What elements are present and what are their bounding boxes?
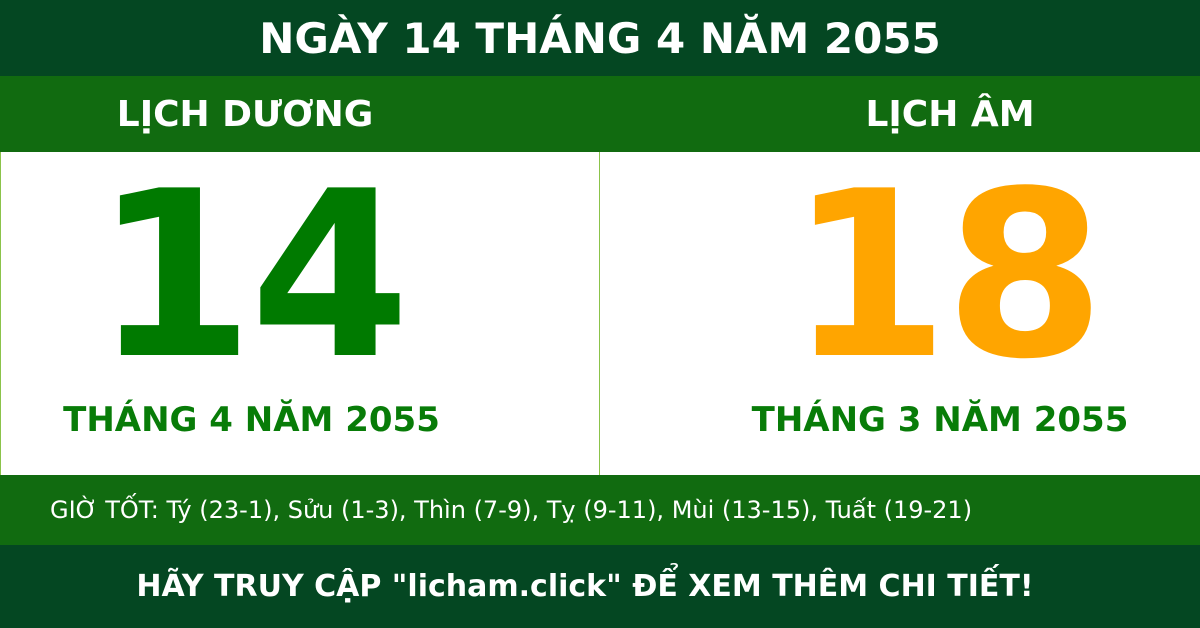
lunar-month-year: THÁNG 3 NĂM 2055 [751, 400, 1129, 440]
calendar-headers: LỊCH DƯƠNG LỊCH ÂM [0, 76, 1200, 152]
calendar-body: 14 THÁNG 4 NĂM 2055 18 THÁNG 3 NĂM 2055 [0, 152, 1200, 475]
solar-day: 14 [93, 143, 410, 410]
lunar-calendar-label: LỊCH ÂM [865, 93, 1035, 135]
lunar-day: 18 [788, 143, 1105, 410]
solar-column: 14 THÁNG 4 NĂM 2055 [0, 152, 600, 475]
solar-calendar-label: LỊCH DƯƠNG [116, 93, 374, 135]
good-hours: GIỜ TỐT: Tý (23-1), Sửu (1-3), Thìn (7-9… [0, 475, 1200, 545]
footer-banner: HÃY TRUY CẬP "licham.click" ĐỂ XEM THÊM … [0, 545, 1200, 628]
solar-month-year: THÁNG 4 NĂM 2055 [63, 400, 440, 440]
lunar-column: 18 THÁNG 3 NĂM 2055 [600, 152, 1200, 475]
page-title: NGÀY 14 THÁNG 4 NĂM 2055 [0, 0, 1200, 76]
